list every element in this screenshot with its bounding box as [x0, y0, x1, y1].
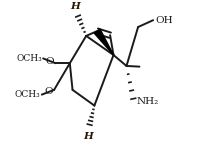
Text: O: O [46, 57, 54, 66]
Polygon shape [94, 29, 113, 55]
Text: H: H [70, 2, 80, 11]
Text: H: H [83, 131, 93, 140]
Text: OH: OH [156, 16, 173, 25]
Text: O: O [44, 87, 53, 96]
Text: NH₂: NH₂ [136, 97, 158, 106]
Text: OCH₃: OCH₃ [15, 90, 40, 99]
Text: OCH₃: OCH₃ [16, 54, 42, 63]
